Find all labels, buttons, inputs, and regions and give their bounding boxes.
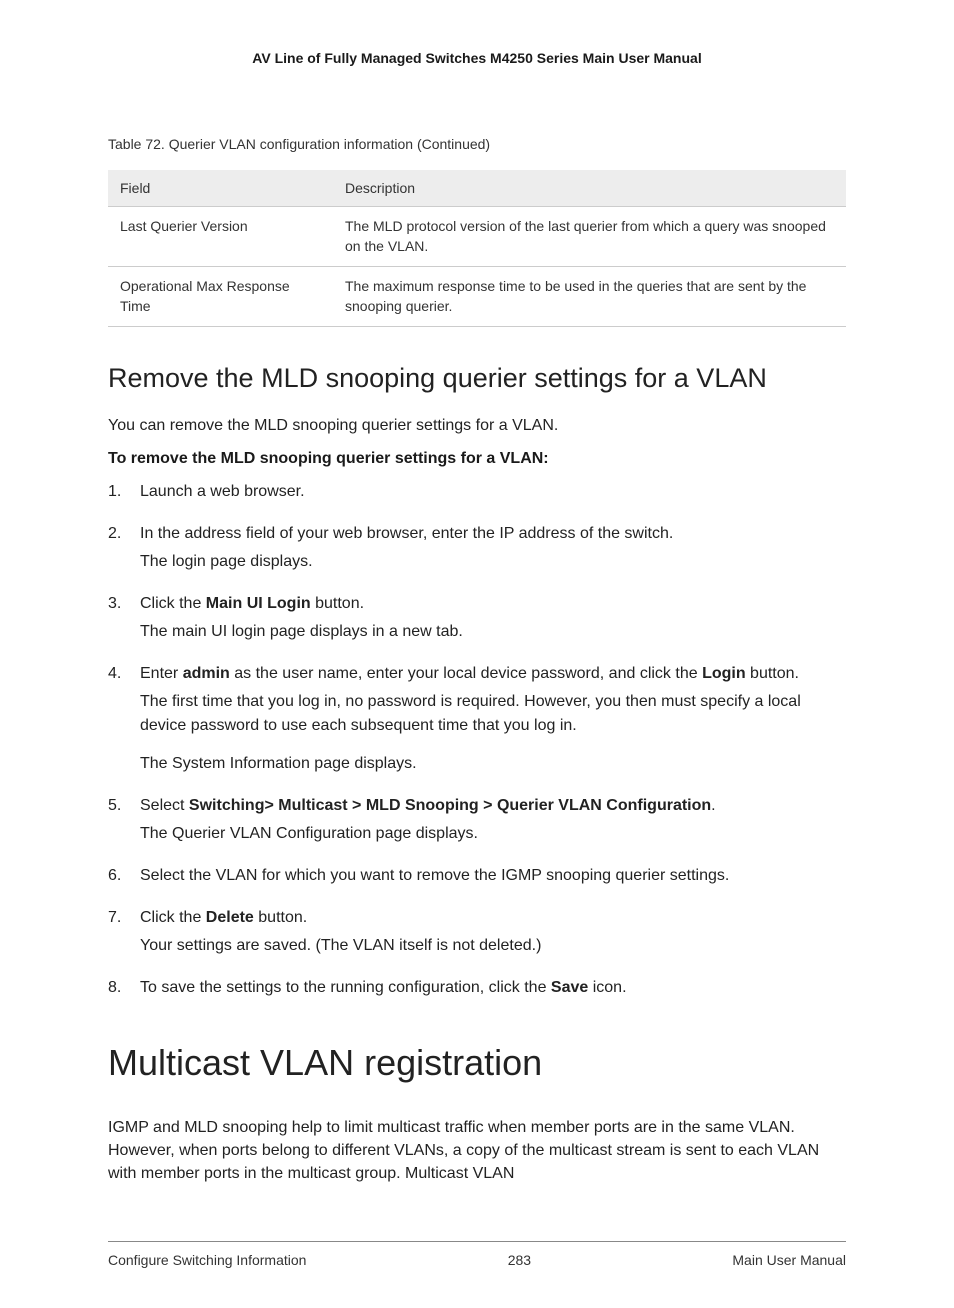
- step-text: .: [711, 797, 715, 814]
- step-bold: Login: [702, 665, 746, 682]
- step-3: Click the Main UI Login button. The main…: [108, 592, 846, 644]
- step-subtext: The first time that you log in, no passw…: [140, 690, 846, 738]
- step-subtext: The System Information page displays.: [140, 752, 846, 776]
- step-text: button.: [254, 909, 307, 926]
- config-table: Field Description Last Querier Version T…: [108, 170, 846, 327]
- step-subtext: The login page displays.: [140, 550, 846, 574]
- procedure-lead: To remove the MLD snooping querier setti…: [108, 450, 846, 468]
- step-bold: admin: [183, 665, 230, 682]
- table-header-description: Description: [333, 170, 846, 207]
- table-row: Operational Max Response Time The maximu…: [108, 267, 846, 327]
- table-header-row: Field Description: [108, 170, 846, 207]
- procedure-steps: Launch a web browser. In the address fie…: [108, 480, 846, 1000]
- step-bold: Main UI Login: [206, 595, 311, 612]
- document-header-title: AV Line of Fully Managed Switches M4250 …: [108, 50, 846, 66]
- table-cell-desc: The maximum response time to be used in …: [333, 267, 846, 327]
- step-text: Click the: [140, 595, 206, 612]
- section-heading-remove-mld: Remove the MLD snooping querier settings…: [108, 363, 846, 394]
- step-subtext: The main UI login page displays in a new…: [140, 620, 846, 644]
- table-cell-field: Operational Max Response Time: [108, 267, 333, 327]
- step-7: Click the Delete button. Your settings a…: [108, 906, 846, 958]
- section-intro: You can remove the MLD snooping querier …: [108, 414, 846, 437]
- document-page: AV Line of Fully Managed Switches M4250 …: [0, 0, 954, 1308]
- table-header-field: Field: [108, 170, 333, 207]
- table-cell-desc: The MLD protocol version of the last que…: [333, 207, 846, 267]
- step-text: Select the VLAN for which you want to re…: [140, 867, 729, 884]
- step-text: icon.: [588, 979, 626, 996]
- step-8: To save the settings to the running conf…: [108, 976, 846, 1000]
- step-text: In the address field of your web browser…: [140, 525, 673, 542]
- section-heading-multicast-vlan: Multicast VLAN registration: [108, 1042, 846, 1084]
- step-text: button.: [311, 595, 364, 612]
- footer-page-number: 283: [306, 1252, 732, 1268]
- section-paragraph: IGMP and MLD snooping help to limit mult…: [108, 1116, 846, 1186]
- step-text: Launch a web browser.: [140, 483, 305, 500]
- table-row: Last Querier Version The MLD protocol ve…: [108, 207, 846, 267]
- page-footer: Configure Switching Information 283 Main…: [108, 1241, 846, 1268]
- step-6: Select the VLAN for which you want to re…: [108, 864, 846, 888]
- step-bold: Switching> Multicast > MLD Snooping > Qu…: [189, 797, 711, 814]
- footer-right: Main User Manual: [732, 1252, 846, 1268]
- step-5: Select Switching> Multicast > MLD Snoopi…: [108, 794, 846, 846]
- step-text: button.: [746, 665, 799, 682]
- step-subtext: The Querier VLAN Configuration page disp…: [140, 822, 846, 846]
- step-1: Launch a web browser.: [108, 480, 846, 504]
- step-4: Enter admin as the user name, enter your…: [108, 662, 846, 776]
- step-text: as the user name, enter your local devic…: [230, 665, 702, 682]
- step-text: Enter: [140, 665, 183, 682]
- step-text: To save the settings to the running conf…: [140, 979, 551, 996]
- table-caption: Table 72. Querier VLAN configuration inf…: [108, 136, 846, 152]
- table-cell-field: Last Querier Version: [108, 207, 333, 267]
- step-subtext: Your settings are saved. (The VLAN itsel…: [140, 934, 846, 958]
- step-2: In the address field of your web browser…: [108, 522, 846, 574]
- step-text: Select: [140, 797, 189, 814]
- step-bold: Delete: [206, 909, 254, 926]
- footer-left: Configure Switching Information: [108, 1252, 306, 1268]
- step-text: Click the: [140, 909, 206, 926]
- step-bold: Save: [551, 979, 588, 996]
